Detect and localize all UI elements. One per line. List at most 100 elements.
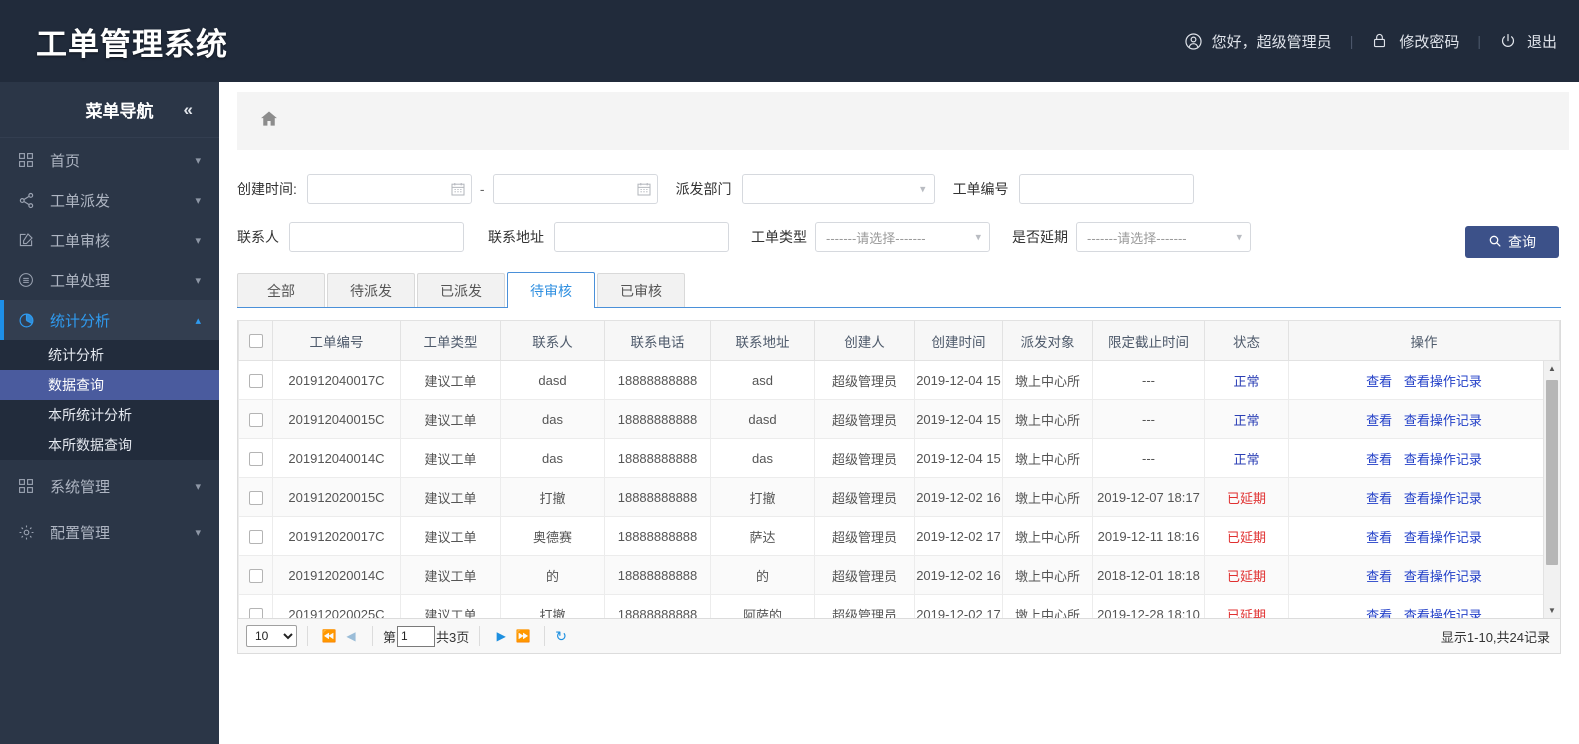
last-page-icon[interactable]: ⏩ [515, 629, 531, 643]
view-link[interactable]: 查看 [1366, 490, 1393, 506]
sidebar-item-label: 系统管理 [50, 478, 111, 496]
sidebar-item-label: 工单派发 [50, 192, 111, 210]
sidebar-item-label: 统计分析 [50, 312, 111, 330]
col-create-time: 创建时间 [914, 320, 1003, 361]
delayed-select-wrapper: -------请选择------- ▾ [1076, 222, 1251, 252]
query-button[interactable]: 查询 [1465, 226, 1559, 258]
stack-circle-icon [18, 272, 40, 288]
create-time-start-input[interactable] [306, 174, 472, 204]
tab-pending-dispatch[interactable]: 待派发 [327, 273, 415, 307]
view-operation-log-link[interactable]: 查看操作记录 [1403, 568, 1482, 584]
share-icon [18, 192, 40, 209]
sidebar-subitem-local-statistics[interactable]: 本所统计分析 [0, 400, 219, 430]
delayed-select[interactable]: -------请选择------- [1076, 222, 1251, 252]
cell-contact: 打撤 [500, 594, 605, 618]
sidebar-subitem-local-data-query[interactable]: 本所数据查询 [0, 430, 219, 460]
grid-icon [18, 152, 40, 168]
view-operation-log-link[interactable]: 查看操作记录 [1403, 373, 1482, 389]
create-time-end-input[interactable] [492, 174, 658, 204]
delayed-label: 是否延期 [1012, 229, 1068, 245]
tab-dispatched[interactable]: 已派发 [417, 273, 505, 307]
scroll-down-arrow-icon[interactable]: ▼ [1548, 606, 1556, 615]
row-checkbox-cell [238, 594, 273, 618]
address-input[interactable] [554, 222, 729, 252]
sidebar-item-dispatch[interactable]: 工单派发 ▾ [0, 180, 219, 220]
chevron-double-left-icon[interactable]: « [183, 100, 193, 119]
logout-link[interactable]: 退出 [1499, 31, 1557, 52]
scroll-up-arrow-icon[interactable]: ▲ [1548, 364, 1556, 373]
change-password-link[interactable]: 修改密码 [1371, 31, 1459, 52]
select-all-cell [238, 320, 273, 361]
view-link[interactable]: 查看 [1366, 568, 1393, 584]
logout-label: 退出 [1526, 33, 1557, 51]
address-label: 联系地址 [488, 229, 544, 245]
view-link[interactable]: 查看 [1366, 529, 1393, 545]
row-checkbox[interactable] [248, 451, 263, 466]
table-row[interactable]: 201912020015C 建议工单 打撤 18888888888 打撤 超级管… [238, 477, 1560, 517]
order-no-input[interactable] [1018, 174, 1194, 204]
row-checkbox[interactable] [248, 568, 263, 583]
table-row[interactable]: 201912020017C 建议工单 奥德赛 18888888888 萨达 超级… [238, 516, 1560, 556]
page-size-select[interactable]: 10 20 50 100 [246, 625, 297, 647]
sidebar-subitem-data-query[interactable]: 数据查询 [0, 370, 219, 400]
view-operation-log-link[interactable]: 查看操作记录 [1403, 607, 1482, 619]
view-link[interactable]: 查看 [1366, 373, 1393, 389]
tab-pending-audit[interactable]: 待审核 [507, 272, 595, 308]
view-link[interactable]: 查看 [1366, 451, 1393, 467]
sidebar-item-home[interactable]: 首页 ▾ [0, 140, 219, 180]
table-row[interactable]: 201912020014C 建议工单 的 18888888888 的 超级管理员… [238, 555, 1560, 595]
cell-contact: 打撤 [500, 477, 605, 517]
cell-address: das [710, 438, 815, 478]
chevron-down-icon: ▾ [195, 526, 201, 539]
table-row[interactable]: 201912040014C 建议工单 das 18888888888 das 超… [238, 438, 1560, 478]
cell-dispatch-target: 墩上中心所 [1002, 516, 1093, 556]
user-greeting[interactable]: 您好，超级管理员 [1184, 31, 1332, 52]
col-status: 状态 [1204, 320, 1289, 361]
sidebar-header: 菜单导航 « [0, 82, 219, 138]
cell-create-time: 2019-12-02 16 [914, 555, 1003, 595]
row-checkbox-cell [238, 516, 273, 556]
home-icon[interactable] [259, 109, 279, 134]
view-operation-log-link[interactable]: 查看操作记录 [1403, 529, 1482, 545]
status-tabs: 全部 待派发 已派发 待审核 已审核 [237, 272, 1561, 308]
cell-phone: 18888888888 [604, 477, 711, 517]
next-page-icon[interactable]: ▶ [496, 629, 506, 643]
view-link[interactable]: 查看 [1366, 607, 1393, 619]
sidebar-item-config[interactable]: 配置管理 ▾ [0, 512, 219, 552]
tab-audited[interactable]: 已审核 [597, 273, 685, 307]
row-checkbox[interactable] [248, 607, 263, 618]
dispatch-dept-select[interactable] [741, 174, 935, 204]
view-link[interactable]: 查看 [1366, 412, 1393, 428]
table-vertical-scrollbar[interactable]: ▲ ▼ [1543, 361, 1560, 618]
row-checkbox[interactable] [248, 490, 263, 505]
sidebar-item-statistics[interactable]: 统计分析 ▴ [0, 300, 219, 340]
row-checkbox[interactable] [248, 373, 263, 388]
cell-contact: das [500, 438, 605, 478]
scrollbar-thumb[interactable] [1546, 380, 1558, 565]
table-row[interactable]: 201912020025C 建议工单 打撤 18888888888 阿萨的 超级… [238, 594, 1560, 619]
refresh-icon[interactable]: ↻ [555, 627, 567, 644]
tab-all[interactable]: 全部 [237, 273, 325, 307]
breadcrumb [237, 92, 1569, 150]
table-row[interactable]: 201912040015C 建议工单 das 18888888888 dasd … [238, 399, 1560, 439]
sidebar-item-audit[interactable]: 工单审核 ▾ [0, 220, 219, 260]
row-checkbox[interactable] [248, 529, 263, 544]
sidebar-item-system[interactable]: 系统管理 ▾ [0, 466, 219, 506]
cell-order-type: 建议工单 [400, 438, 501, 478]
table-row[interactable]: 201912040017C 建议工单 dasd 18888888888 asd … [238, 360, 1560, 400]
view-operation-log-link[interactable]: 查看操作记录 [1403, 490, 1482, 506]
current-page-input[interactable] [397, 625, 436, 647]
prev-page-icon[interactable]: ◀ [346, 629, 356, 643]
row-checkbox[interactable] [248, 412, 263, 427]
order-type-select[interactable]: -------请选择------- [815, 222, 990, 252]
sidebar-item-process[interactable]: 工单处理 ▾ [0, 260, 219, 300]
cell-phone: 18888888888 [604, 594, 711, 618]
sidebar-subitem-statistics[interactable]: 统计分析 [0, 340, 219, 370]
row-checkbox-cell [238, 399, 273, 439]
view-operation-log-link[interactable]: 查看操作记录 [1403, 412, 1482, 428]
select-all-checkbox[interactable] [248, 334, 263, 349]
first-page-icon[interactable]: ⏪ [321, 629, 337, 643]
cell-status: 已延期 [1204, 477, 1289, 517]
view-operation-log-link[interactable]: 查看操作记录 [1403, 451, 1482, 467]
contact-input[interactable] [289, 222, 464, 252]
